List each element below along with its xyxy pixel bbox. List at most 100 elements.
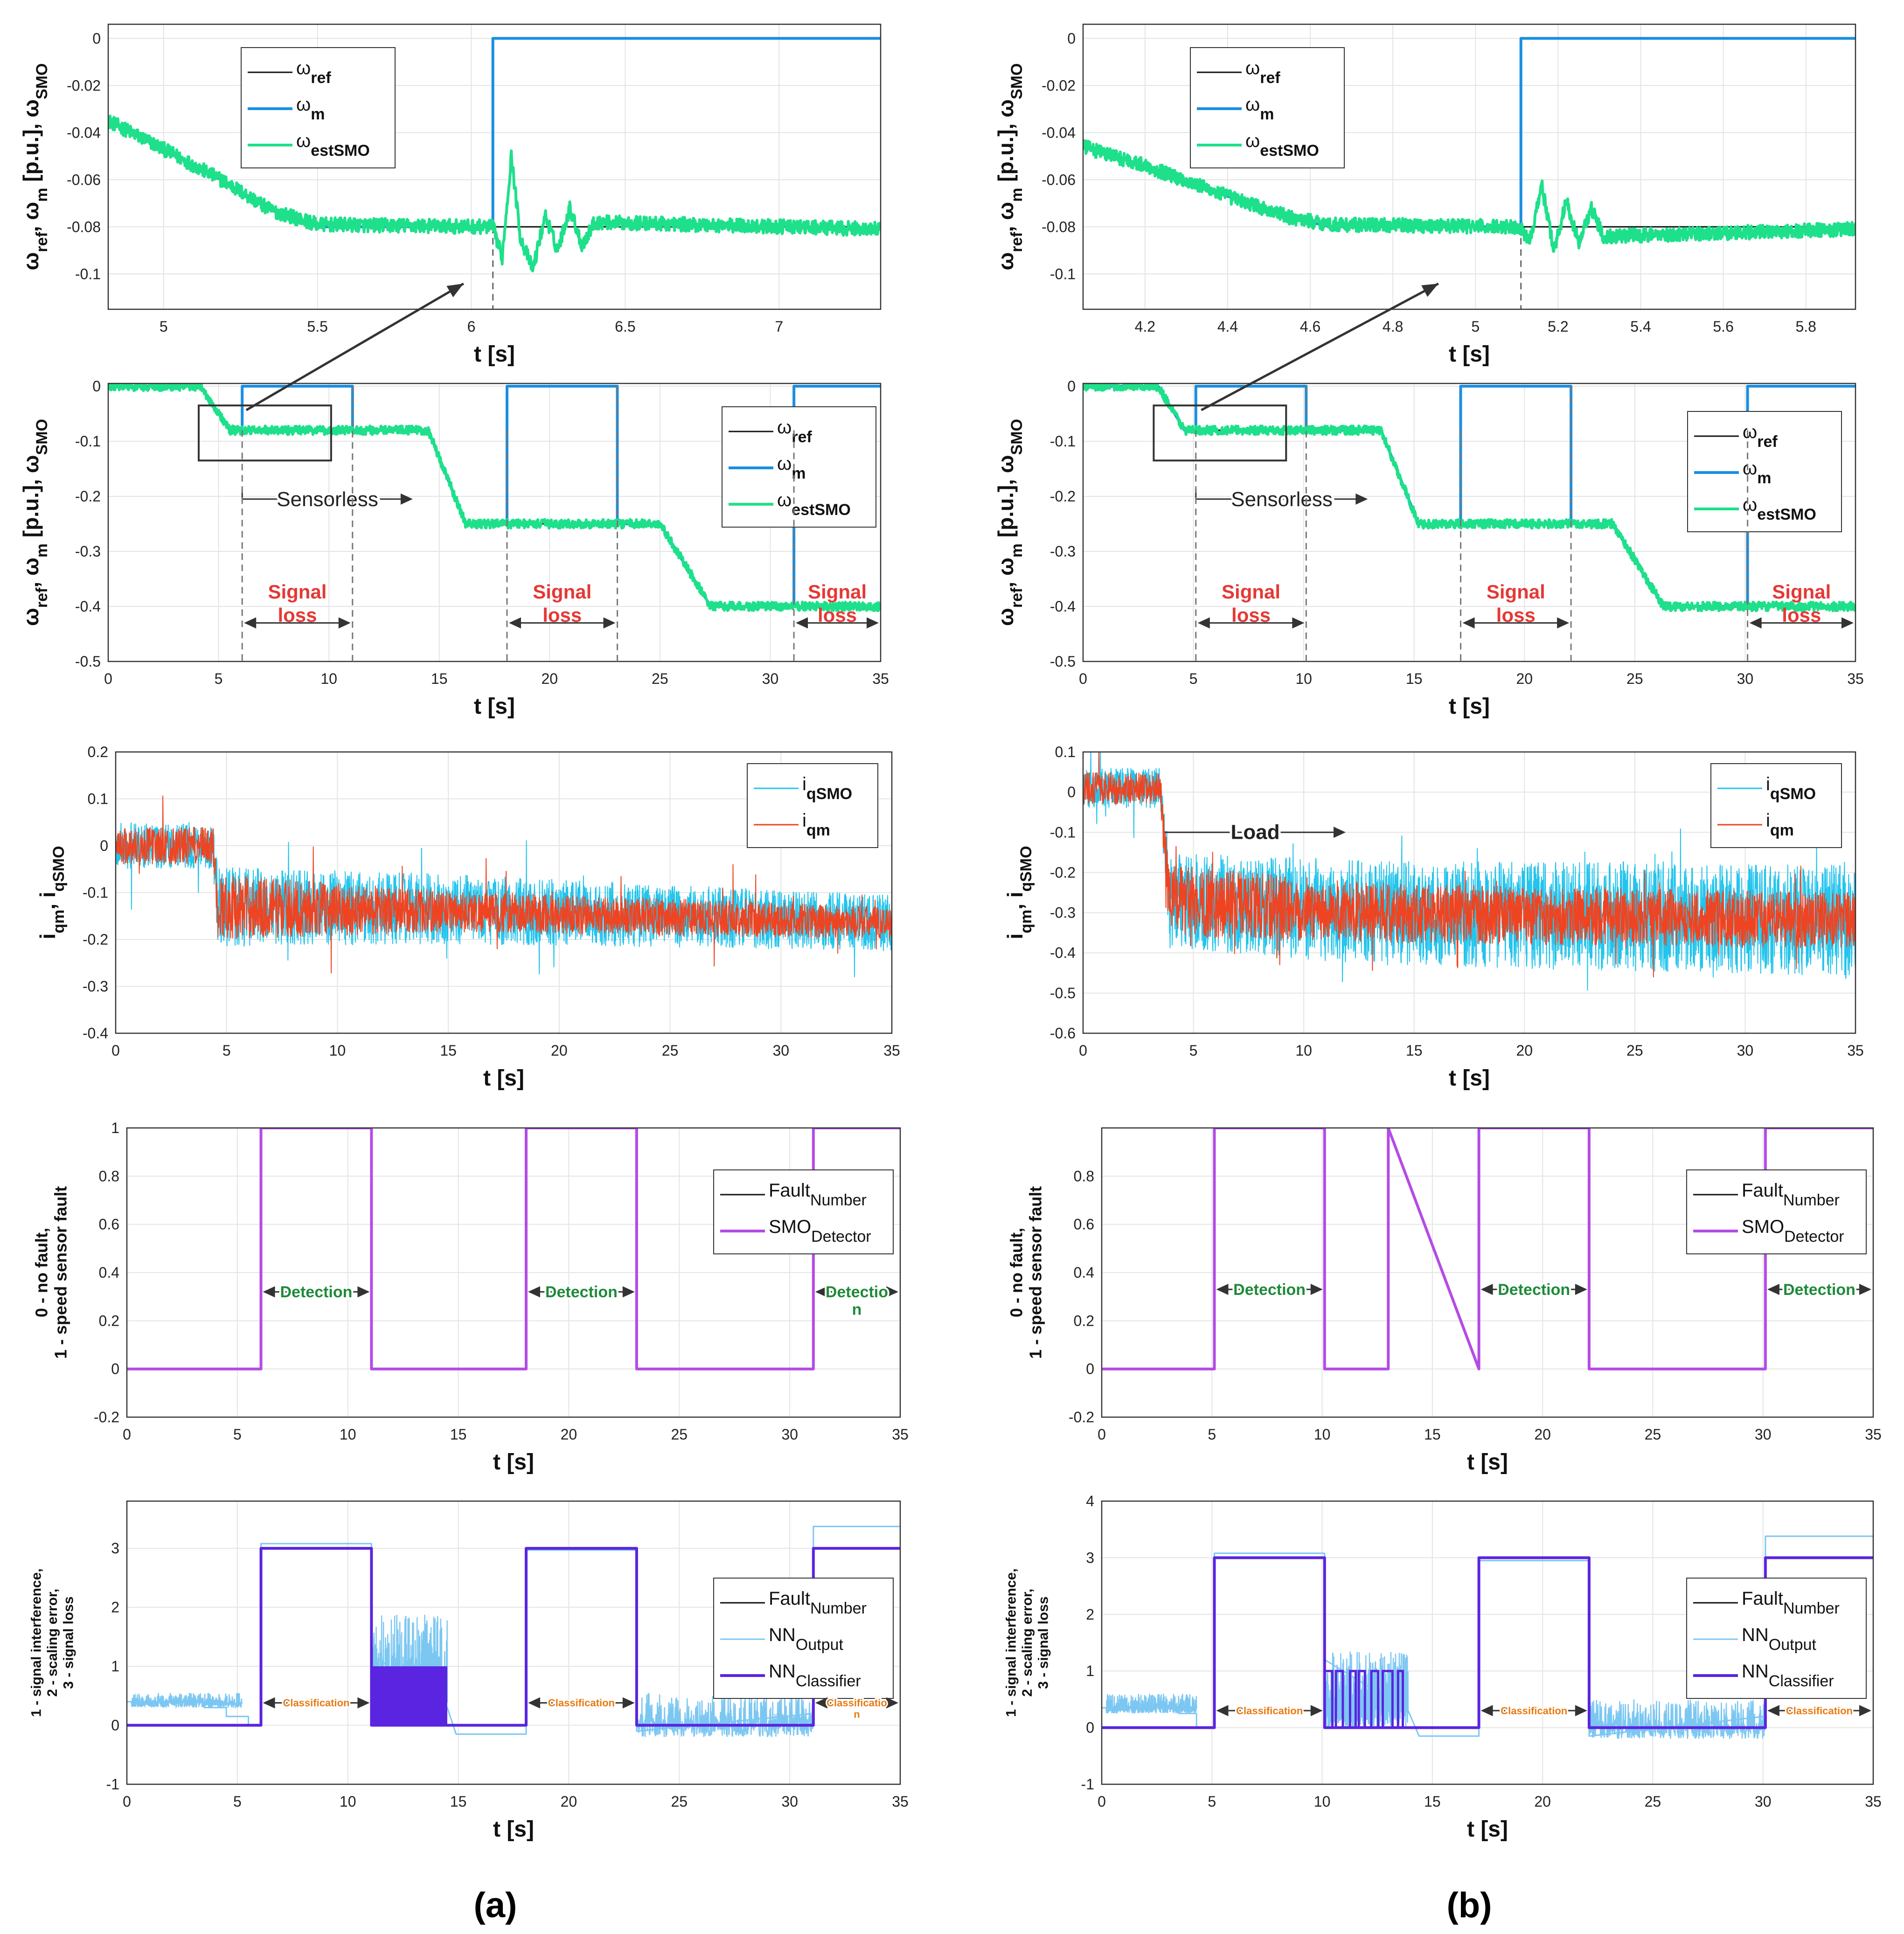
legend-sub: qSMO <box>806 785 852 803</box>
axes-frame <box>1101 1127 1874 1418</box>
y-label-part: [p.u.], ω <box>19 99 43 188</box>
classification-arrow-head-right <box>1859 1705 1871 1717</box>
classification-label: n <box>854 1708 860 1720</box>
signal-loss-arrow-head-right <box>1841 617 1854 629</box>
x-tick-label: 35 <box>892 1793 909 1810</box>
x-tick-label: 35 <box>1847 670 1864 687</box>
legend-base: ω <box>1743 458 1757 479</box>
y-axis-label: 2 - scaling error, <box>45 1589 60 1697</box>
x-tick-label: 4.6 <box>1300 318 1320 335</box>
classifier-pulses <box>1323 1670 1408 1729</box>
y-tick-label: -0.1 <box>1050 265 1076 282</box>
y-tick-label: -1 <box>106 1776 119 1793</box>
y-label-part: i <box>35 933 60 939</box>
x-tick-label: 0 <box>123 1793 131 1810</box>
legend-base: i <box>1766 810 1770 831</box>
x-tick-label: 0 <box>1079 1042 1087 1059</box>
y-label-part: , ω <box>994 202 1018 232</box>
legend: FaultNumber SMODetector <box>1686 1169 1867 1254</box>
y-tick-label: -0.3 <box>1050 904 1076 921</box>
y-label-part: , ω <box>994 557 1018 587</box>
legend-entry: SMODetector <box>1742 1217 1844 1245</box>
detection-arrow-head-left <box>1480 1284 1493 1295</box>
signal-loss-label: loss <box>1496 604 1536 626</box>
x-tick-label: 0 <box>1098 1793 1106 1810</box>
legend-entry: ωm <box>296 94 325 123</box>
y-tick-label: -0.1 <box>75 433 101 450</box>
x-tick-label: 15 <box>450 1426 467 1443</box>
plot-content <box>1102 1128 1873 1370</box>
x-tick-label: 5.5 <box>307 318 327 335</box>
legend-base: Fault <box>1742 1588 1783 1609</box>
legend-sub: estSMO <box>1757 506 1816 523</box>
legend-base: ω <box>1245 58 1260 78</box>
y-tick-label: -0.3 <box>1050 543 1076 560</box>
signal-loss-arrow-head-left <box>1197 617 1210 629</box>
x-tick-label: 25 <box>1645 1793 1661 1810</box>
y-tick-label: 0.6 <box>1074 1216 1094 1233</box>
legend-base: i <box>802 774 806 794</box>
classification-arrow-head-left <box>528 1697 541 1709</box>
legend-entry: iqSMO <box>1766 774 1816 803</box>
y-label-part: i <box>1003 933 1027 939</box>
x-tick-label: 30 <box>1755 1793 1772 1810</box>
x-tick-label: 25 <box>1626 670 1643 687</box>
legend-sub: qSMO <box>1770 785 1816 803</box>
y-tick-label: -0.3 <box>83 978 108 995</box>
y-label-part: [p.u.], ω <box>19 455 43 543</box>
y-label-part: qm <box>50 910 68 933</box>
y-axis-label: ωref, ωm [p.u.], ωSMO <box>994 419 1026 626</box>
y-tick-label: 0 <box>92 30 101 47</box>
y-axis-label: iqm, iqSMO <box>35 846 68 939</box>
classifier-oscillation-block <box>371 1666 447 1725</box>
y-tick-label: 3 <box>111 1540 119 1557</box>
legend-entry: ωref <box>1245 58 1280 87</box>
detection-label: Detection <box>1783 1281 1855 1299</box>
y-tick-label: 0 <box>92 378 101 395</box>
y-tick-label: -0.02 <box>67 77 101 94</box>
legend-entry: iqSMO <box>802 774 852 803</box>
legend-box <box>713 1578 894 1699</box>
y-axis-label: 0 - no fault, <box>32 1228 51 1317</box>
legend-base: ω <box>296 94 311 115</box>
x-tick-label: 15 <box>1424 1426 1441 1443</box>
axes-frame <box>126 1127 901 1418</box>
x-tick-label: 10 <box>1295 1042 1312 1059</box>
sensorless-arrow-head <box>1355 493 1368 505</box>
signal-loss-label: loss <box>542 604 582 626</box>
detection-arrow-head-right <box>1859 1284 1871 1295</box>
legend-sub: Output <box>1769 1636 1817 1654</box>
signal-loss-arrow-head-left <box>508 617 521 629</box>
y-tick-label: 0.6 <box>99 1216 119 1233</box>
legend-entry: NNOutput <box>769 1625 843 1654</box>
y-tick-label: 1 <box>1086 1663 1094 1679</box>
legend-box <box>747 763 878 848</box>
y-tick-label: -0.2 <box>83 931 108 948</box>
signal-loss-arrow-head-left <box>1749 617 1762 629</box>
x-tick-label: 20 <box>561 1426 577 1443</box>
plot-content <box>116 795 892 977</box>
legend-sub: Classifier <box>1769 1672 1834 1690</box>
x-tick-label: 5 <box>1208 1426 1216 1443</box>
x-axis-label: t [s] <box>474 342 515 367</box>
x-tick-label: 30 <box>781 1793 798 1810</box>
x-axis-label: t [s] <box>1449 1066 1490 1091</box>
x-tick-label: 0 <box>123 1426 131 1443</box>
y-label-part: ref <box>1008 232 1026 252</box>
legend-box <box>713 1169 894 1254</box>
y-tick-label: -0.4 <box>1050 945 1076 961</box>
y-axis-label: 3 - signal loss <box>61 1596 76 1689</box>
y-tick-label: 0.2 <box>99 1312 119 1329</box>
x-tick-label: 10 <box>1314 1793 1331 1810</box>
y-tick-label: 1 <box>111 1658 119 1675</box>
detection-arrow-head-right <box>622 1286 635 1298</box>
legend-box <box>1686 1169 1867 1254</box>
y-tick-label: -0.4 <box>1050 598 1076 615</box>
classification-arrow-head-left <box>1216 1705 1229 1717</box>
y-tick-label: -0.06 <box>1042 171 1076 188</box>
y-tick-label: -0.2 <box>1050 488 1076 505</box>
classification-label: Classification <box>548 1697 615 1709</box>
signal-loss-label: Signal <box>1222 581 1280 603</box>
